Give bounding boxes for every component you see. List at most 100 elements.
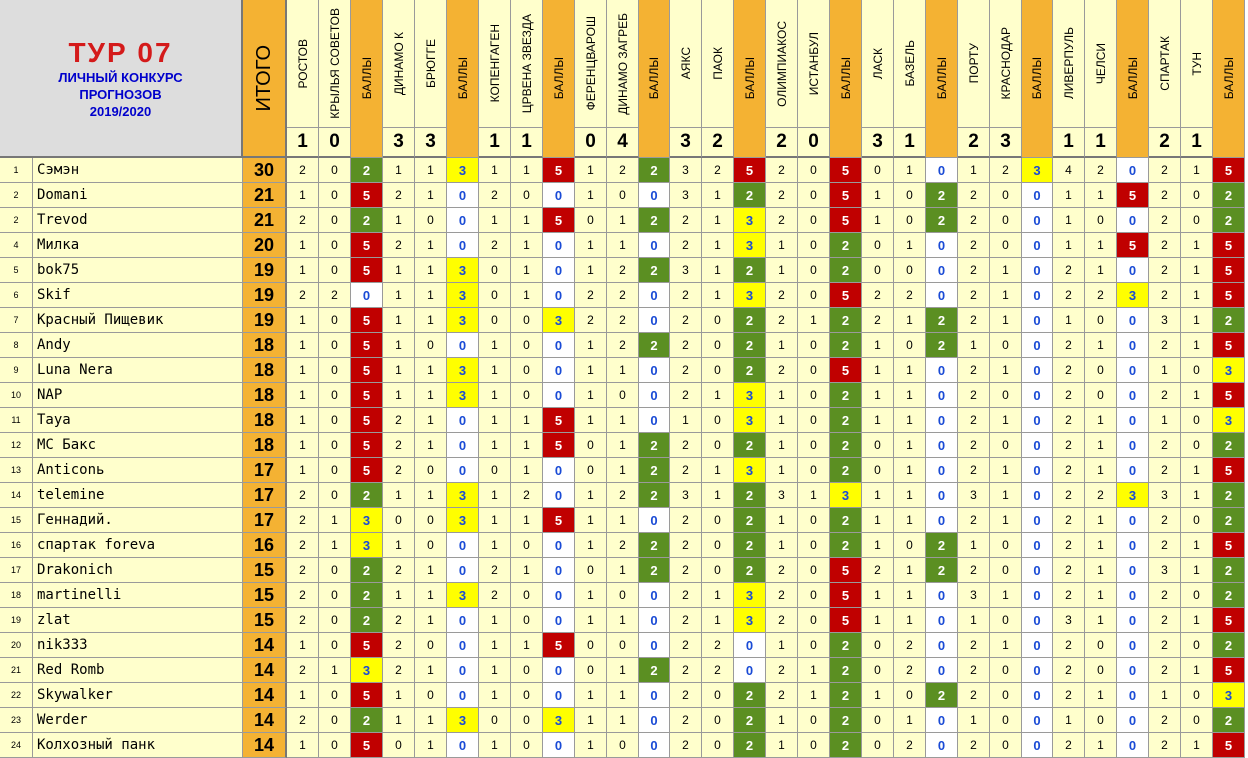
predicted-home-goals: 0 xyxy=(862,233,894,258)
home-team-name: ЛАСК xyxy=(870,47,885,80)
prediction-points: 0 xyxy=(1117,333,1149,358)
home-team-header: ЛАСК xyxy=(862,0,894,128)
prediction-points: 2 xyxy=(830,533,862,558)
prediction-points: 2 xyxy=(734,333,766,358)
predicted-away-goals: 1 xyxy=(607,608,639,633)
predicted-home-goals: 2 xyxy=(479,558,511,583)
predicted-home-goals: 2 xyxy=(670,308,702,333)
total-points: 14 xyxy=(243,708,287,733)
predicted-home-goals: 2 xyxy=(766,658,798,683)
predicted-away-goals: 0 xyxy=(511,658,543,683)
prediction-points: 0 xyxy=(543,658,575,683)
predicted-away-goals: 1 xyxy=(415,283,447,308)
prediction-points: 5 xyxy=(351,183,383,208)
predicted-away-goals: 0 xyxy=(511,533,543,558)
prediction-points: 0 xyxy=(1117,558,1149,583)
prediction-points: 5 xyxy=(830,183,862,208)
predicted-away-goals: 0 xyxy=(319,258,351,283)
prediction-points: 5 xyxy=(351,458,383,483)
points-header-label: БАЛЛЫ xyxy=(359,57,374,100)
predicted-home-goals: 2 xyxy=(575,308,607,333)
total-points: 19 xyxy=(243,283,287,308)
predicted-home-goals: 2 xyxy=(670,383,702,408)
predicted-home-goals: 2 xyxy=(1149,383,1181,408)
predicted-home-goals: 1 xyxy=(766,433,798,458)
away-team-header: ДИНАМО ЗАГРЕБ xyxy=(607,0,639,128)
predicted-away-goals: 1 xyxy=(894,483,926,508)
prediction-points: 0 xyxy=(926,483,958,508)
predicted-away-goals: 0 xyxy=(1181,208,1213,233)
rank-cell: 13 xyxy=(0,458,33,483)
predicted-away-goals: 0 xyxy=(319,458,351,483)
prediction-points: 0 xyxy=(1117,608,1149,633)
home-team-name: ФЕРЕНЦВАРОШ xyxy=(583,16,598,111)
predicted-home-goals: 0 xyxy=(862,158,894,183)
prediction-points: 0 xyxy=(926,608,958,633)
home-result-score: 2 xyxy=(1149,128,1181,158)
total-points: 14 xyxy=(243,733,287,758)
prediction-points: 0 xyxy=(543,608,575,633)
predicted-home-goals: 2 xyxy=(287,558,319,583)
prediction-points: 2 xyxy=(926,333,958,358)
prediction-points: 0 xyxy=(639,508,670,533)
prediction-points: 2 xyxy=(830,408,862,433)
prediction-points: 5 xyxy=(830,208,862,233)
points-column-header: БАЛЛЫ xyxy=(1117,0,1149,158)
prediction-points: 5 xyxy=(351,733,383,758)
total-points: 21 xyxy=(243,208,287,233)
participant-name: Trevod xyxy=(33,208,243,233)
prediction-points: 2 xyxy=(926,533,958,558)
predicted-home-goals: 1 xyxy=(287,183,319,208)
predicted-away-goals: 1 xyxy=(1085,558,1117,583)
participant-name: Werder xyxy=(33,708,243,733)
prediction-points: 0 xyxy=(447,183,479,208)
predicted-home-goals: 1 xyxy=(1053,308,1085,333)
predicted-home-goals: 2 xyxy=(383,458,415,483)
predicted-home-goals: 1 xyxy=(1149,683,1181,708)
predicted-home-goals: 1 xyxy=(287,333,319,358)
predicted-home-goals: 2 xyxy=(1053,383,1085,408)
predicted-home-goals: 2 xyxy=(1149,733,1181,758)
total-points: 15 xyxy=(243,583,287,608)
prediction-points: 0 xyxy=(543,383,575,408)
predicted-home-goals: 2 xyxy=(670,533,702,558)
predicted-away-goals: 0 xyxy=(607,383,639,408)
predicted-home-goals: 2 xyxy=(958,633,990,658)
predicted-home-goals: 2 xyxy=(670,583,702,608)
predicted-home-goals: 1 xyxy=(575,608,607,633)
prediction-points: 0 xyxy=(447,633,479,658)
prediction-points: 0 xyxy=(543,583,575,608)
points-column-header: БАЛЛЫ xyxy=(734,0,766,158)
subtitle-line-3: 2019/2020 xyxy=(89,103,152,119)
predicted-home-goals: 2 xyxy=(670,358,702,383)
predicted-away-goals: 1 xyxy=(415,583,447,608)
prediction-points: 3 xyxy=(447,508,479,533)
prediction-points: 0 xyxy=(639,383,670,408)
away-result-score: 3 xyxy=(415,128,447,158)
predicted-home-goals: 2 xyxy=(1149,333,1181,358)
prediction-points: 3 xyxy=(351,533,383,558)
predicted-away-goals: 2 xyxy=(319,283,351,308)
prediction-points: 5 xyxy=(543,633,575,658)
prediction-points: 0 xyxy=(639,358,670,383)
predicted-home-goals: 0 xyxy=(575,633,607,658)
predicted-home-goals: 1 xyxy=(479,683,511,708)
rank-cell: 11 xyxy=(0,408,33,433)
prediction-points: 3 xyxy=(830,483,862,508)
prediction-points: 0 xyxy=(1117,383,1149,408)
prediction-points: 2 xyxy=(830,308,862,333)
predicted-away-goals: 1 xyxy=(702,183,734,208)
prediction-points: 2 xyxy=(926,208,958,233)
prediction-points: 5 xyxy=(1213,733,1245,758)
predicted-away-goals: 0 xyxy=(702,333,734,358)
participant-name: Anticonь xyxy=(33,458,243,483)
predicted-home-goals: 1 xyxy=(287,633,319,658)
prediction-points: 3 xyxy=(734,583,766,608)
predicted-home-goals: 2 xyxy=(287,708,319,733)
prediction-points: 0 xyxy=(447,608,479,633)
predicted-away-goals: 1 xyxy=(607,208,639,233)
predicted-home-goals: 2 xyxy=(1149,608,1181,633)
away-team-name: БАЗЕЛЬ xyxy=(902,40,917,87)
predicted-away-goals: 0 xyxy=(894,258,926,283)
predicted-away-goals: 0 xyxy=(798,333,830,358)
